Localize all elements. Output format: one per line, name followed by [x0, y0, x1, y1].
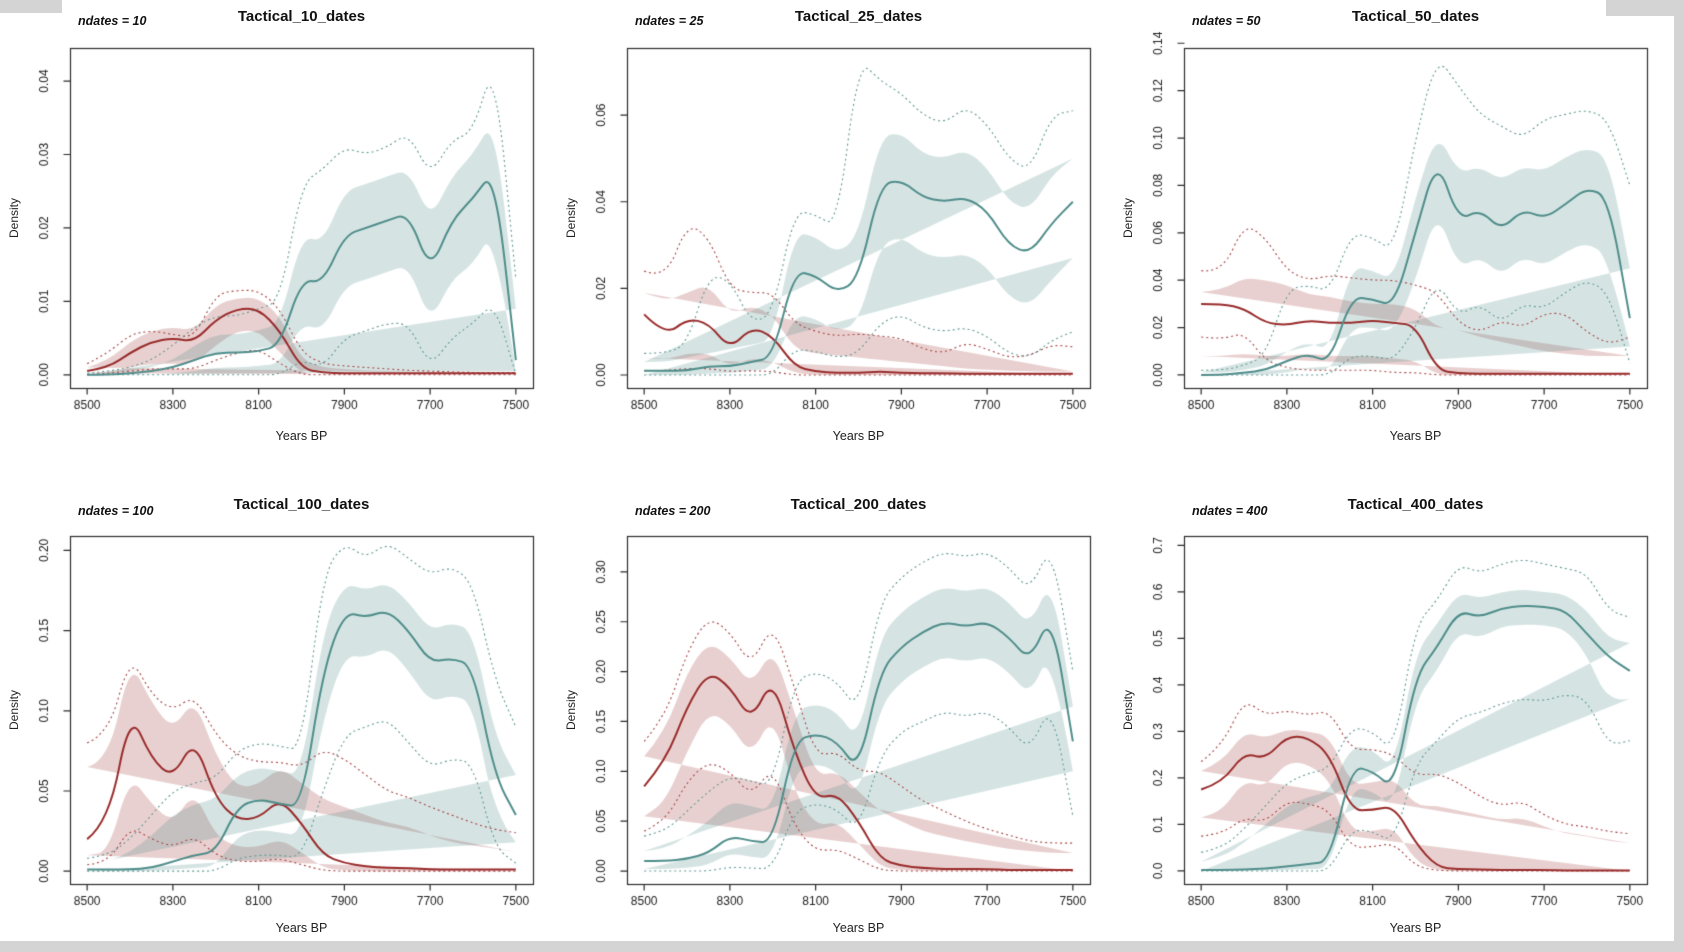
y-axis-label: Density	[1121, 690, 1135, 731]
ndates-annotation: ndates = 50	[1192, 14, 1261, 28]
plot-title: Tactical_25_dates	[794, 8, 923, 25]
plot-title: Tactical_200_dates	[790, 496, 927, 513]
window-edge-bottom	[0, 941, 1684, 952]
x-axis-label: Years BP	[275, 921, 328, 935]
plot-tactical-400-dates: ndates = 400 Tactical_400_dates Density …	[1114, 470, 1675, 946]
y-axis-label: Density	[7, 198, 21, 239]
density-plot-canvas	[0, 0, 561, 476]
y-axis-label: Density	[564, 198, 578, 239]
plot-title: Tactical_50_dates	[1351, 8, 1480, 25]
plot-title: Tactical_400_dates	[1347, 496, 1484, 513]
x-axis-label: Years BP	[832, 921, 885, 935]
ndates-annotation: ndates = 200	[635, 504, 711, 518]
plot-title: Tactical_10_dates	[237, 8, 366, 25]
density-plot-canvas	[557, 470, 1118, 946]
x-axis-label: Years BP	[1389, 429, 1442, 443]
x-axis-label: Years BP	[1389, 921, 1442, 935]
density-plot-canvas	[0, 470, 561, 946]
plot-title: Tactical_100_dates	[233, 496, 370, 513]
density-plot-canvas	[1114, 470, 1675, 946]
x-axis-label: Years BP	[832, 429, 885, 443]
y-axis-label: Density	[1121, 198, 1135, 239]
ndates-annotation: ndates = 25	[635, 14, 704, 28]
plot-tactical-200-dates: ndates = 200 Tactical_200_dates Density …	[557, 470, 1118, 946]
ndates-annotation: ndates = 10	[78, 14, 147, 28]
density-plot-canvas	[557, 0, 1118, 476]
plot-tactical-50-dates: ndates = 50 Tactical_50_dates Density Ye…	[1114, 0, 1675, 476]
window-edge-right	[1674, 0, 1684, 952]
plot-tactical-10-dates: ndates = 10 Tactical_10_dates Density Ye…	[0, 0, 561, 476]
plot-tactical-25-dates: ndates = 25 Tactical_25_dates Density Ye…	[557, 0, 1118, 476]
x-axis-label: Years BP	[275, 429, 328, 443]
y-axis-label: Density	[7, 690, 21, 731]
ndates-annotation: ndates = 400	[1192, 504, 1268, 518]
density-plot-canvas	[1114, 0, 1675, 476]
y-axis-label: Density	[564, 690, 578, 731]
ndates-annotation: ndates = 100	[78, 504, 154, 518]
plot-tactical-100-dates: ndates = 100 Tactical_100_dates Density …	[0, 470, 561, 946]
